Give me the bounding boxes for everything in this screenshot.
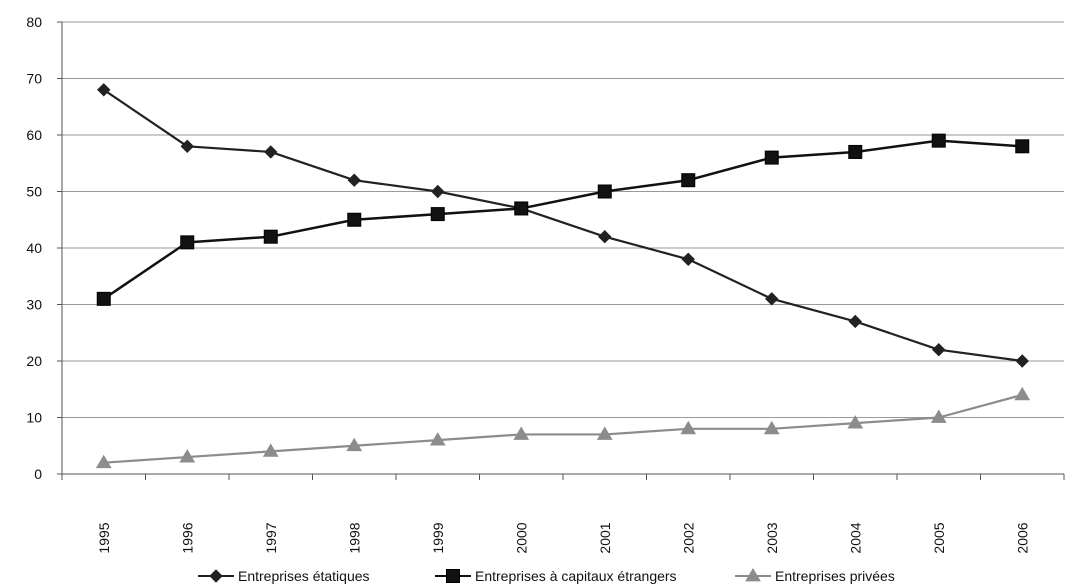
data-point-square xyxy=(931,133,946,148)
data-point-diamond xyxy=(264,145,278,159)
data-point-square xyxy=(848,144,863,159)
data-point-diamond xyxy=(765,292,779,306)
y-tick-label: 20 xyxy=(26,353,42,369)
data-point-square xyxy=(1015,139,1030,154)
data-point-square xyxy=(430,207,445,222)
data-point-square xyxy=(764,150,779,165)
y-tick-label: 80 xyxy=(26,14,42,30)
legend-item: Entreprises privées xyxy=(735,568,895,584)
legend-marker-triangle xyxy=(745,568,761,582)
data-point-triangle xyxy=(513,426,530,440)
data-point-triangle xyxy=(179,449,196,463)
x-tick-label: 1999 xyxy=(430,522,446,553)
x-tick-label: 2000 xyxy=(513,522,529,553)
y-tick-label: 60 xyxy=(26,127,42,143)
legend-label: Entreprises étatiques xyxy=(238,568,370,584)
data-point-diamond xyxy=(97,83,111,97)
y-tick-label: 10 xyxy=(26,410,42,426)
data-point-diamond xyxy=(598,229,612,244)
series-triangle xyxy=(95,386,1031,469)
data-point-square xyxy=(514,201,529,216)
x-tick-label: 2006 xyxy=(1014,522,1030,553)
data-point-square xyxy=(681,173,696,188)
series-diamond xyxy=(97,83,1029,368)
x-tick-label: 1997 xyxy=(263,522,279,553)
data-point-diamond xyxy=(1015,354,1029,368)
data-point-square xyxy=(347,212,362,227)
series xyxy=(95,83,1031,469)
legend-marker-diamond xyxy=(209,569,223,583)
x-tick-label: 2004 xyxy=(847,522,863,553)
y-tick-label: 50 xyxy=(26,184,42,200)
x-tick-label: 1996 xyxy=(179,522,195,553)
legend-item: Entreprises étatiques xyxy=(198,568,370,584)
x-tick-label: 2003 xyxy=(764,522,780,553)
data-point-diamond xyxy=(431,184,445,199)
data-point-diamond xyxy=(347,173,361,187)
series-line-diamond xyxy=(103,88,1023,363)
data-point-square xyxy=(263,229,278,244)
data-point-triangle xyxy=(346,437,363,452)
x-tick-label: 1995 xyxy=(96,522,112,553)
data-point-triangle xyxy=(596,426,613,440)
legend-label: Entreprises à capitaux étrangers xyxy=(475,568,677,584)
data-point-square xyxy=(597,184,612,199)
data-point-triangle xyxy=(95,454,112,469)
gridlines xyxy=(62,21,1064,418)
data-point-diamond xyxy=(932,342,946,357)
legend-item: Entreprises à capitaux étrangers xyxy=(435,568,677,584)
data-point-diamond xyxy=(681,252,695,267)
x-tick-label: 2005 xyxy=(931,522,947,553)
y-tick-label: 40 xyxy=(26,240,42,256)
x-tick-label: 2002 xyxy=(680,522,696,553)
data-point-triangle xyxy=(1014,386,1031,401)
axes xyxy=(57,21,1065,480)
y-tick-label: 70 xyxy=(26,71,42,87)
series-line-square xyxy=(103,139,1023,300)
x-tick-labels: 1995 1996 1997 1998 1999 2000 2001 2002 2003 2004… xyxy=(96,522,1031,553)
data-point-square xyxy=(180,235,195,250)
x-tick-label: 1998 xyxy=(346,522,362,553)
data-point-triangle xyxy=(429,432,446,446)
legend-label: Entreprises privées xyxy=(775,568,895,584)
x-tick-label: 2001 xyxy=(597,522,613,553)
y-tick-label: 0 xyxy=(34,466,42,482)
legend-marker-square xyxy=(446,569,460,583)
data-point-triangle xyxy=(680,420,697,435)
data-point-triangle xyxy=(262,443,279,457)
data-point-triangle xyxy=(930,409,947,423)
data-point-square xyxy=(96,291,111,306)
data-point-triangle xyxy=(763,420,780,435)
data-point-diamond xyxy=(180,139,194,154)
y-tick-labels: 0 10 20 30 40 50 60 70 80 xyxy=(26,14,42,482)
data-point-triangle xyxy=(847,415,864,429)
y-tick-label: 30 xyxy=(26,297,42,313)
legend: Entreprises étatiques Entreprises à capit… xyxy=(198,568,895,584)
data-point-diamond xyxy=(848,314,862,329)
series-line-triangle xyxy=(103,393,1023,464)
series-square xyxy=(96,133,1030,306)
